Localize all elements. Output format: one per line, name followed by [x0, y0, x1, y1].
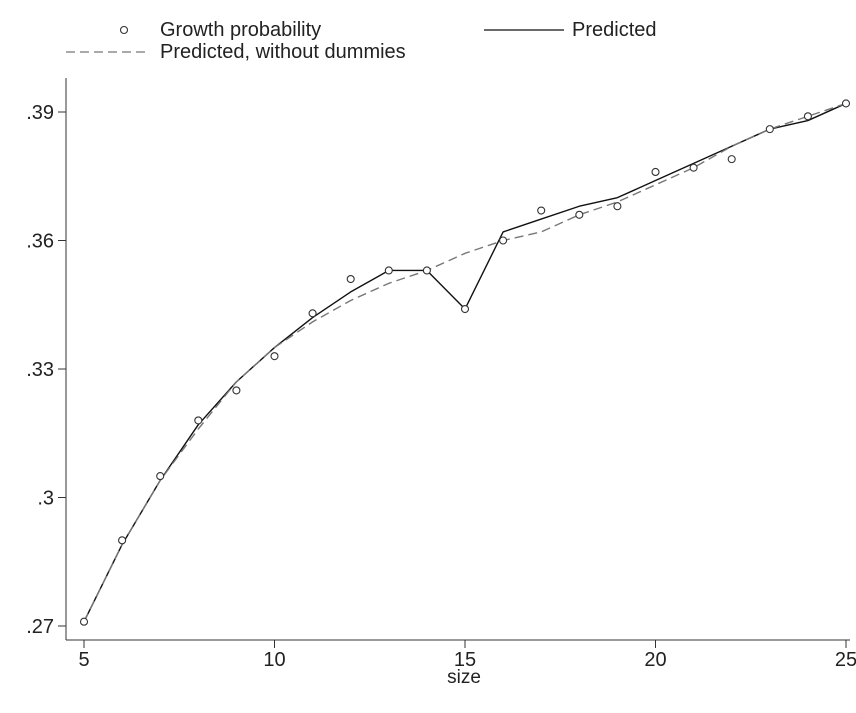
y-tick-label: .27: [26, 616, 54, 638]
x-ticks: 5 10 15 20 25: [78, 640, 856, 671]
point-growth-probability: [613, 202, 622, 211]
legend-label-predicted-without-dummies: Predicted, without dummies: [160, 41, 406, 63]
point-growth-probability: [803, 112, 812, 121]
x-tick-label: 5: [78, 649, 89, 671]
point-growth-probability: [156, 472, 165, 481]
y-ticks: .27 .3 .33 .36 .39: [26, 102, 66, 638]
legend-label-growth-probability: Growth probability: [160, 19, 321, 41]
point-growth-probability: [270, 352, 279, 361]
point-growth-probability: [422, 266, 431, 275]
point-growth-probability: [727, 155, 736, 164]
y-tick-label: .39: [26, 102, 54, 124]
x-tick-label: 25: [835, 649, 856, 671]
legend-label-predicted: Predicted: [572, 19, 657, 41]
point-growth-probability: [460, 304, 470, 314]
legend: Growth probability Predicted Predicted, …: [66, 19, 657, 63]
point-growth-probability: [765, 125, 774, 134]
point-growth-probability: [499, 236, 508, 245]
point-growth-probability: [308, 309, 317, 318]
point-growth-probability: [575, 210, 584, 219]
x-tick-label: 10: [263, 649, 285, 671]
legend-marker-growth-probability: [119, 25, 129, 35]
x-tick-label: 15: [454, 649, 476, 671]
series-layer: [79, 99, 851, 626]
x-tick-label: 20: [644, 649, 666, 671]
point-growth-probability: [537, 206, 546, 215]
line-predicted: [83, 102, 847, 623]
point-growth-probability: [651, 167, 660, 177]
point-growth-probability: [689, 163, 698, 172]
y-tick-label: .3: [37, 488, 54, 510]
point-growth-probability: [79, 617, 89, 626]
line-predicted-without-dummies: [83, 102, 847, 623]
point-growth-probability: [232, 386, 241, 395]
point-growth-probability: [346, 274, 355, 284]
point-growth-probability: [384, 266, 393, 275]
point-growth-probability: [118, 536, 127, 545]
point-growth-probability: [841, 99, 851, 108]
point-growth-probability: [194, 416, 203, 425]
y-tick-label: .36: [26, 231, 54, 253]
y-tick-label: .33: [26, 359, 54, 381]
x-axis-label: size: [447, 667, 481, 688]
